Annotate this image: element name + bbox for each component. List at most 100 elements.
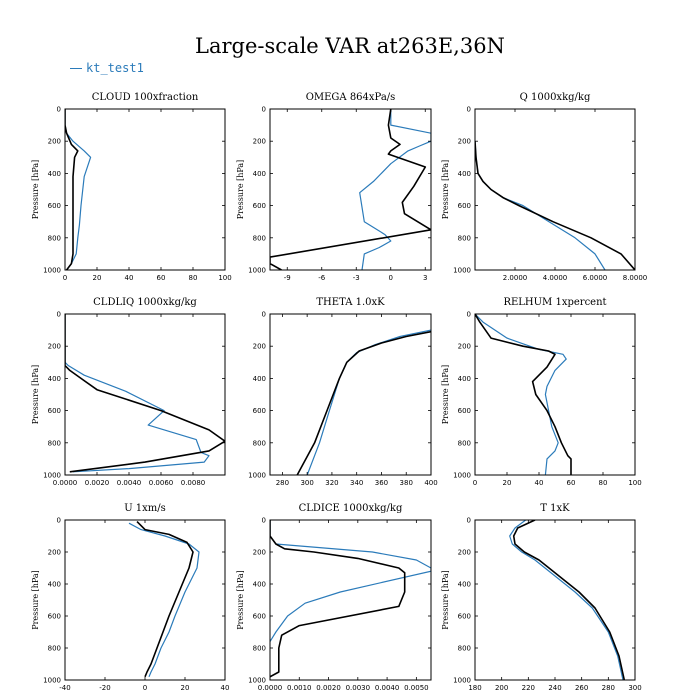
panel-9-ytick-label: 1000 <box>453 677 471 685</box>
panel-1-title: CLOUD 100xfraction <box>92 92 199 103</box>
panel-1-ylabel: Pressure [hPa] <box>31 160 40 220</box>
panel-4-ytick-label: 800 <box>48 439 61 447</box>
panel-2-ytick-label: 1000 <box>248 267 266 275</box>
panel-8-ytick-label: 800 <box>253 645 266 653</box>
panel-2-series-kt-test1-line <box>359 109 431 270</box>
panel-5-ytick-label: 600 <box>253 407 266 415</box>
panel-1-xtick-label: 0 <box>63 274 67 282</box>
panel-9-series-reference-line <box>512 520 626 680</box>
panel-6-xtick-label: 100 <box>628 479 641 487</box>
panel-1-xtick-label: 20 <box>93 274 102 282</box>
panel-9-xtick-label: 240 <box>548 684 561 692</box>
panel-7-xtick-label: 0 <box>143 684 147 692</box>
panel-3-xtick-label: 8.0000 <box>623 274 648 282</box>
panel-7-series-kt-test1-line <box>128 522 200 678</box>
panel-6-xtick-label: 40 <box>535 479 544 487</box>
panel-7-ytick-label: 600 <box>48 613 61 621</box>
panel-4-xtick-label: 0.0000 <box>53 479 78 487</box>
figure-title: Large-scale VAR at263E,36N <box>195 34 505 58</box>
legend-label: kt_test1 <box>86 61 144 75</box>
panel-1-xtick-label: 60 <box>157 274 166 282</box>
panel-6-ytick-label: 1000 <box>453 472 471 480</box>
panel-3-ytick-label: 200 <box>458 138 471 146</box>
panel-8-ytick-label: 200 <box>253 549 266 557</box>
panel-8-xtick-label: 0.0000 <box>258 684 283 692</box>
panel-5-ytick-label: 400 <box>253 375 266 383</box>
panel-7-xtick-label: 40 <box>221 684 230 692</box>
panel-4-ytick-label: 400 <box>48 375 61 383</box>
panel-6-ytick-label: 0 <box>467 311 471 319</box>
panel-7-xtick-label: -20 <box>99 684 110 692</box>
panel-4-plot-frame <box>64 313 226 476</box>
panel-8-xtick-label: 0.0040 <box>375 684 400 692</box>
panel-3-ytick-label: 1000 <box>453 267 471 275</box>
panel-9-ytick-label: 600 <box>458 613 471 621</box>
panel-5-series-reference-line <box>296 330 431 475</box>
panel-4-ylabel: Pressure [hPa] <box>31 365 40 425</box>
panel-3-ytick-label: 800 <box>458 234 471 242</box>
panel-6-series-reference-line <box>475 314 572 475</box>
panel-2-ylabel: Pressure [hPa] <box>236 160 245 220</box>
panel-1-ytick-label: 200 <box>48 138 61 146</box>
panel-9-ylabel: Pressure [hPa] <box>441 570 450 630</box>
panel-6-ytick-label: 800 <box>458 439 471 447</box>
panel-5-xtick-label: 340 <box>350 479 363 487</box>
panel-5-ytick-label: 800 <box>253 439 266 447</box>
panel-2-xtick-label: 0 <box>389 274 393 282</box>
panel-8-ytick-label: 400 <box>253 581 266 589</box>
panel-2-ytick-label: 200 <box>253 138 266 146</box>
panel-1-series-reference-line <box>65 109 79 270</box>
panel-2-ytick-label: 400 <box>253 170 266 178</box>
panel-9-xtick-label: 300 <box>628 684 641 692</box>
panel-2-xtick-label: -3 <box>353 274 360 282</box>
panel-8-xtick-label: 0.0020 <box>316 684 341 692</box>
panel-8-ytick-label: 0 <box>262 517 266 525</box>
panel-5-series-kt-test1-line <box>306 329 431 475</box>
panel-3-title: Q 1000xkg/kg <box>520 92 591 103</box>
panel-1-series-kt-test1-line <box>65 109 92 270</box>
panel-6-title: RELHUM 1xpercent <box>503 297 606 308</box>
panel-2-xtick-label: -9 <box>284 274 291 282</box>
panel-9-ytick-label: 400 <box>458 581 471 589</box>
panel-2-xtick-label: 3 <box>423 274 427 282</box>
panel-4-xtick-label: 0.0060 <box>149 479 174 487</box>
panel-8-series-kt-test1-line <box>270 520 431 642</box>
panel-1-ytick-label: 400 <box>48 170 61 178</box>
panel-7-ytick-label: 400 <box>48 581 61 589</box>
panel-3-ytick-label: 600 <box>458 202 471 210</box>
panel-9-xtick-label: 180 <box>468 684 481 692</box>
panel-1-xtick-label: 80 <box>189 274 198 282</box>
panel-6-xtick-label: 80 <box>599 479 608 487</box>
panel-5-plot-frame <box>269 313 432 476</box>
legend: kt_test1 <box>70 61 144 75</box>
panel-9-xtick-label: 200 <box>495 684 508 692</box>
panel-5-title: THETA 1.0xK <box>316 297 385 308</box>
panel-5-xtick-label: 280 <box>276 479 289 487</box>
panel-6-xtick-label: 60 <box>567 479 576 487</box>
panel-8-title: CLDICE 1000xkg/kg <box>299 503 403 514</box>
panel-8-plot-frame <box>269 519 432 681</box>
panel-1-ytick-label: 800 <box>48 234 61 242</box>
panel-7-xtick-label: 20 <box>181 684 190 692</box>
panel-2-ytick-label: 600 <box>253 202 266 210</box>
panel-4-ytick-label: 0 <box>57 311 61 319</box>
panel-3-xtick-label: 4.0000 <box>543 274 568 282</box>
panel-9-xtick-label: 220 <box>522 684 535 692</box>
panel-6-series-kt-test1-line <box>475 314 567 475</box>
legend-line-swatch <box>70 67 82 69</box>
panel-1-ytick-label: 1000 <box>43 267 61 275</box>
panel-7-plot-frame <box>64 519 226 681</box>
panel-3-ylabel: Pressure [hPa] <box>441 160 450 220</box>
panel-5-xtick-label: 360 <box>375 479 388 487</box>
panel-9-plot-frame <box>474 519 636 681</box>
panel-8-ylabel: Pressure [hPa] <box>236 570 245 630</box>
panel-1-xtick-label: 100 <box>218 274 231 282</box>
panel-7-ytick-label: 200 <box>48 549 61 557</box>
panel-6-xtick-label: 20 <box>503 479 512 487</box>
panel-3-xtick-label: 6.0000 <box>583 274 608 282</box>
panel-3-xtick-label: 2.0000 <box>503 274 528 282</box>
panel-2-xtick-label: -6 <box>318 274 326 282</box>
panel-7-ytick-label: 0 <box>57 517 61 525</box>
panel-8-series-reference-line <box>270 520 406 678</box>
